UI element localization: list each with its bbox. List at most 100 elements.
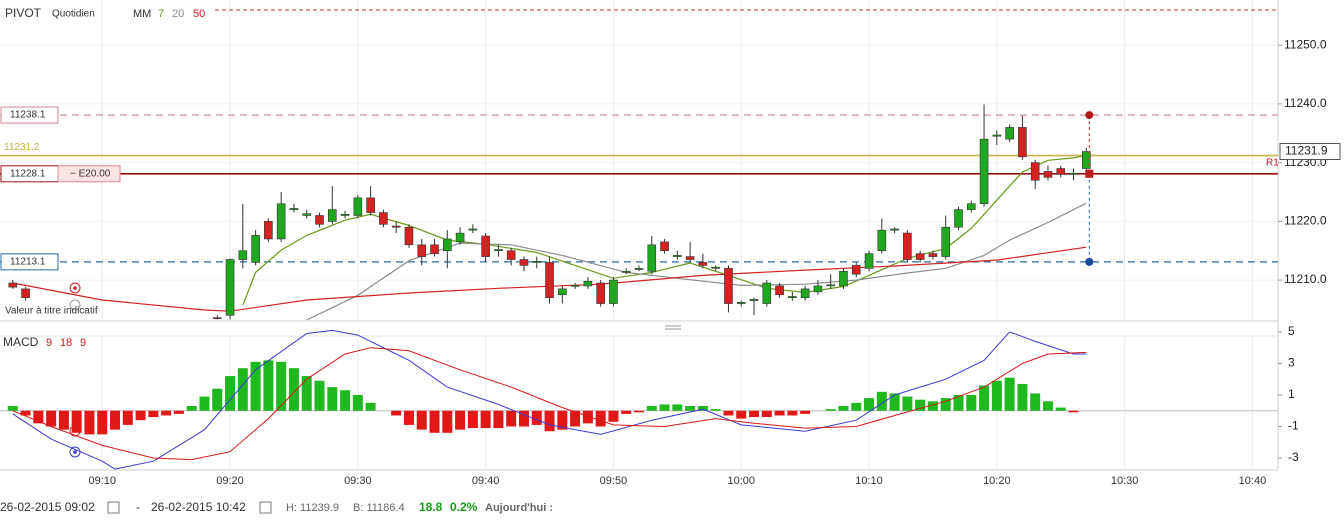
separator: - [136, 500, 140, 514]
calendar-button[interactable] [107, 501, 120, 514]
candle-body [315, 215, 324, 225]
y-tick-label: -3 [1288, 450, 1299, 464]
candle-body [941, 226, 951, 257]
histogram-bar [672, 404, 683, 411]
histogram-bar [58, 410, 69, 430]
histogram-bar [186, 406, 197, 411]
y-tick-label: -1 [1288, 419, 1299, 433]
histogram-bar [800, 410, 811, 414]
histogram-bar [761, 410, 772, 418]
histogram-bar [966, 394, 977, 411]
calendar-button[interactable] [259, 501, 272, 514]
candle-body [928, 253, 938, 257]
level-label: 11213.1 [10, 257, 46, 268]
histogram-bar [1004, 377, 1015, 411]
today: Aujourd'hui : [485, 502, 553, 514]
candle-body [276, 203, 286, 240]
candle-body [890, 228, 899, 231]
histogram-bar [327, 387, 338, 411]
histogram-bar [570, 410, 581, 427]
histogram-bar [838, 406, 849, 411]
time-label: 10:00 [727, 475, 755, 487]
candle-body [711, 266, 720, 269]
candle-body [788, 296, 797, 298]
ma-legend: 50 [193, 8, 205, 20]
histogram-bar [288, 368, 299, 411]
time-label: 09:20 [216, 475, 244, 487]
histogram-bar [646, 406, 657, 411]
candle-body [340, 214, 350, 216]
time-label: 09:50 [600, 475, 628, 487]
indicator: MM [133, 8, 151, 20]
time-label: 09:40 [472, 475, 500, 487]
histogram-bar [1030, 393, 1041, 411]
last-price: 11231.9 [1285, 144, 1328, 158]
histogram-bar [518, 410, 529, 427]
macd-line [12, 329, 1087, 470]
histogram-bar [787, 410, 798, 416]
histogram-bar [940, 398, 951, 411]
y-tick-label: 5 [1288, 324, 1295, 338]
histogram-bar [979, 385, 990, 411]
histogram-bar [7, 406, 18, 411]
candle-body [468, 228, 478, 231]
end-date: 26-02-2015 10:42 [151, 500, 246, 514]
last-price-box [1279, 142, 1341, 160]
histogram-bar [927, 401, 938, 411]
candle-body [1056, 168, 1066, 175]
y-tick-label: 11220.0 [1284, 214, 1327, 228]
candle-body [979, 138, 989, 205]
change-pct: 0.2% [450, 500, 478, 514]
instrument: PIVOT [5, 6, 42, 20]
candle-body [417, 244, 427, 257]
candle-body [1069, 172, 1078, 175]
candle-body [749, 299, 759, 301]
candle-body [915, 253, 925, 260]
marks: 09:10 09:20 09:30 09:40 09:50 10:00 10:10 10:20… [0, 0, 1341, 487]
moving-average [12, 246, 1087, 312]
signal-icon [69, 282, 81, 294]
time-label: 09:30 [344, 475, 372, 487]
histogram-bar [237, 368, 248, 411]
signal-icon [73, 286, 77, 290]
time-label: 10:40 [1239, 475, 1267, 487]
histogram-bar [20, 410, 31, 416]
candle-body [302, 213, 312, 216]
level-label: 11228.1 [10, 168, 46, 179]
high: H: 11239.9 [286, 502, 339, 514]
histogram-bar [621, 410, 632, 414]
y-tick-label: 3 [1288, 356, 1295, 370]
time-label: 10:30 [1111, 475, 1139, 487]
y-tick-label: 11240.0 [1284, 96, 1327, 110]
candle-body [813, 285, 823, 293]
histogram-bar [340, 390, 351, 411]
candle-body [558, 288, 567, 296]
candle-body [225, 259, 235, 316]
histogram-bar [864, 398, 875, 411]
candle-body [954, 209, 963, 228]
order-label: − E20.00 [70, 168, 111, 179]
candle-body [736, 302, 746, 304]
histogram-bar [429, 410, 440, 433]
level-label: 11231.2 [4, 142, 40, 153]
candle-body [966, 203, 976, 210]
candle-body [366, 197, 375, 213]
histogram-bar [314, 380, 325, 411]
histogram-bar [480, 410, 491, 429]
candle-body [660, 241, 669, 252]
time-label: 10:10 [855, 475, 883, 487]
candle-body [698, 262, 708, 266]
histogram-bar [697, 406, 708, 411]
candle-body [685, 256, 695, 260]
histogram-bar [595, 410, 606, 427]
candle-body [864, 253, 874, 269]
histogram-bar [225, 376, 236, 411]
candle-body [839, 270, 848, 287]
histogram-bar [915, 399, 926, 411]
histogram-bar [876, 391, 887, 411]
candle-body [379, 212, 388, 225]
histogram-bar [531, 410, 542, 425]
ma-legend: 7 [158, 8, 164, 20]
candle-body [570, 285, 580, 287]
